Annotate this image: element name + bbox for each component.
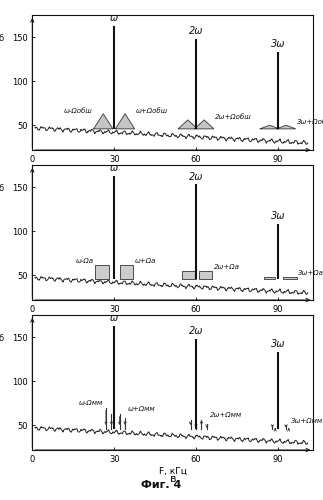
Text: 3ω+Ωа: 3ω+Ωа	[298, 270, 323, 276]
Polygon shape	[260, 126, 279, 129]
Text: ω+Ωа: ω+Ωа	[135, 258, 156, 264]
Text: 3ω: 3ω	[271, 40, 285, 50]
Text: 2ω+Ωобш: 2ω+Ωобш	[215, 114, 252, 120]
Bar	[199, 271, 212, 279]
Text: , дб: , дб	[0, 335, 4, 344]
Text: , дб: , дб	[0, 35, 4, 44]
Text: , дб: , дб	[0, 185, 4, 194]
Polygon shape	[178, 120, 197, 129]
Text: 3ω+Ωмм: 3ω+Ωмм	[291, 418, 323, 424]
Polygon shape	[94, 114, 113, 129]
Text: а: а	[169, 174, 176, 184]
Text: 3ω+Ωобш: 3ω+Ωобш	[297, 120, 323, 126]
Text: 3ω: 3ω	[271, 340, 285, 349]
Text: 2ω+Ωмм: 2ω+Ωмм	[210, 412, 242, 418]
Text: ω: ω	[110, 163, 118, 173]
Text: ω: ω	[110, 13, 118, 23]
Text: 2ω: 2ω	[189, 326, 203, 336]
X-axis label: F, кГц: F, кГц	[159, 466, 187, 475]
Text: ω-Ωмм: ω-Ωмм	[79, 400, 103, 406]
Bar	[264, 277, 275, 279]
Bar	[283, 277, 297, 279]
Text: Фиг. 4: Фиг. 4	[141, 480, 182, 490]
Bar	[182, 271, 196, 279]
Text: 2ω: 2ω	[189, 172, 203, 182]
Text: ω: ω	[110, 313, 118, 323]
Text: 3ω: 3ω	[271, 212, 285, 222]
Text: ω-Ωобш: ω-Ωобш	[64, 108, 92, 114]
Text: 2ω+Ωа: 2ω+Ωа	[214, 264, 240, 270]
Polygon shape	[116, 114, 135, 129]
Text: б: б	[169, 324, 176, 334]
Polygon shape	[276, 126, 296, 129]
Polygon shape	[195, 120, 214, 129]
Bar	[120, 264, 133, 279]
Text: ω-Ωа: ω-Ωа	[76, 258, 94, 264]
Text: 2ω: 2ω	[189, 26, 203, 36]
Text: ω+Ωмм: ω+Ωмм	[128, 406, 155, 412]
Text: ω+Ωобш: ω+Ωобш	[136, 108, 168, 114]
Text: в: в	[170, 474, 176, 484]
Bar	[95, 264, 109, 279]
